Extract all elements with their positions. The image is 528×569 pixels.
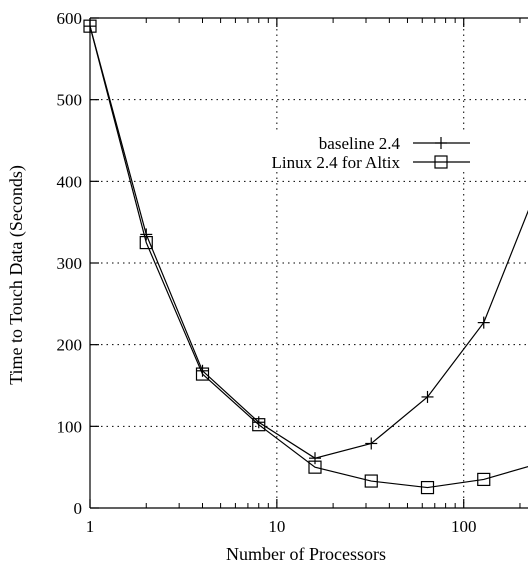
data-point-plus: [477, 316, 490, 329]
y-axis-title: Time to Touch Data (Seconds): [6, 165, 27, 385]
legend: baseline 2.4 Linux 2.4 for Altix: [212, 130, 480, 172]
x-axis-title: Number of Processors: [226, 544, 386, 564]
ticks: 0 100 200 300 400 500 600 1 10 100: [57, 9, 521, 536]
y-tick-label: 200: [57, 336, 83, 355]
y-tick-label: 300: [57, 254, 83, 273]
data-point-square: [308, 460, 322, 474]
y-tick-label: 600: [57, 9, 83, 28]
grid: [90, 18, 528, 508]
legend-label-altix: Linux 2.4 for Altix: [272, 153, 401, 172]
data-point-square: [195, 367, 210, 381]
series-line-baseline: [89, 26, 528, 459]
x-tick-label: 100: [451, 517, 477, 536]
data-point-plus: [309, 452, 321, 465]
series: [83, 19, 528, 495]
data-point-square: [420, 480, 435, 495]
x-tick-label: 1: [86, 517, 95, 536]
data-point-plus: [365, 437, 378, 450]
legend-marker-square: [434, 155, 448, 169]
data-point-square: [83, 19, 97, 33]
y-tick-label: 500: [57, 91, 83, 110]
data-point-square: [364, 474, 378, 488]
series-line-altix: [89, 26, 528, 489]
x-tick-label: 10: [268, 517, 285, 536]
data-point-plus: [421, 390, 434, 403]
y-tick-label: 0: [74, 499, 83, 518]
data-point-square: [477, 472, 491, 487]
legend-marker-plus: [435, 137, 447, 149]
data-point-plus: [140, 228, 153, 241]
axes: [89, 17, 528, 509]
legend-label-baseline: baseline 2.4: [319, 134, 401, 153]
data-point-plus: [84, 20, 96, 33]
data-point-square: [139, 235, 153, 250]
y-tick-label: 400: [57, 172, 83, 191]
y-tick-label: 100: [57, 417, 83, 436]
data-point-square: [252, 418, 266, 432]
